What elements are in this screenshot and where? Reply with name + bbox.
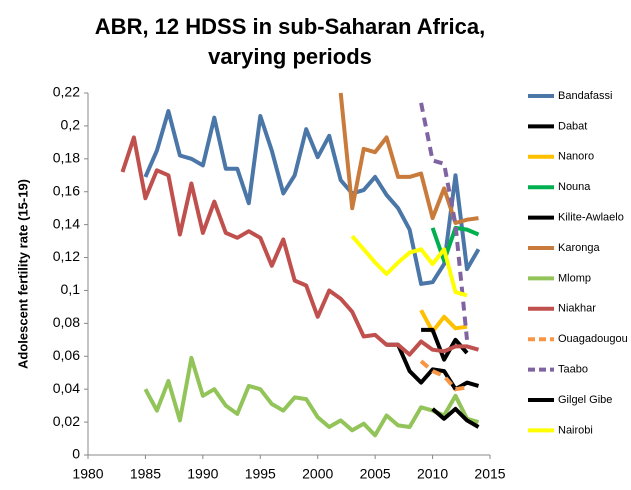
legend-label: Taabo — [558, 364, 588, 376]
y-tick-label: 0,1 — [61, 281, 81, 297]
y-axis-label: Adolescent fertility rate (15-19) — [15, 179, 30, 369]
series-line — [143, 355, 480, 438]
x-tick-label: 2015 — [474, 466, 505, 482]
x-tick-label: 1990 — [187, 466, 218, 482]
y-tick-label: 0,08 — [53, 314, 80, 330]
y-tick-label: 0,2 — [61, 117, 81, 133]
y-tick-label: 0 — [72, 446, 80, 462]
x-tick-label: 2010 — [417, 466, 448, 482]
y-tick-label: 0,02 — [53, 413, 80, 429]
legend-label: Ouagadougou — [558, 333, 628, 345]
y-tick-label: 0,22 — [53, 84, 80, 100]
series-line — [419, 359, 468, 392]
legend-label: Nouna — [558, 181, 591, 193]
x-tick-label: 1985 — [130, 466, 161, 482]
legend-label: Nanoro — [558, 151, 594, 163]
legend-label: Nairobi — [558, 424, 593, 436]
series-line — [338, 92, 479, 225]
series-line — [120, 135, 480, 357]
legend-label: Mlomp — [558, 272, 591, 284]
series-line — [386, 342, 480, 392]
x-tick-label: 1995 — [245, 466, 276, 482]
series-line — [431, 406, 480, 429]
legend-label: Bandafassi — [558, 90, 612, 102]
y-tick-label: 0,16 — [53, 182, 80, 198]
y-tick-label: 0,14 — [53, 215, 80, 231]
legend-label: Dabat — [558, 120, 587, 132]
chart-title: ABR, 12 HDSS in sub-Saharan Africa, vary… — [94, 14, 486, 69]
y-tick-label: 0,12 — [53, 248, 80, 264]
legend-label: Gilgel Gibe — [558, 394, 612, 406]
y-tick-label: 0,04 — [53, 380, 80, 396]
series-line — [143, 109, 481, 286]
x-tick-label: 2005 — [360, 466, 391, 482]
y-tick-label: 0,18 — [53, 150, 80, 166]
series-line — [350, 234, 468, 298]
legend-label: Karonga — [558, 242, 600, 254]
x-tick-label: 2000 — [302, 466, 333, 482]
series-line — [419, 309, 468, 334]
x-tick-label: 1980 — [72, 466, 103, 482]
series-line — [419, 102, 469, 340]
legend-label: Niakhar — [558, 303, 596, 315]
series-line — [421, 327, 469, 362]
legend-label: Kilite-Awlaelo — [558, 212, 624, 224]
y-tick-label: 0,06 — [53, 347, 80, 363]
